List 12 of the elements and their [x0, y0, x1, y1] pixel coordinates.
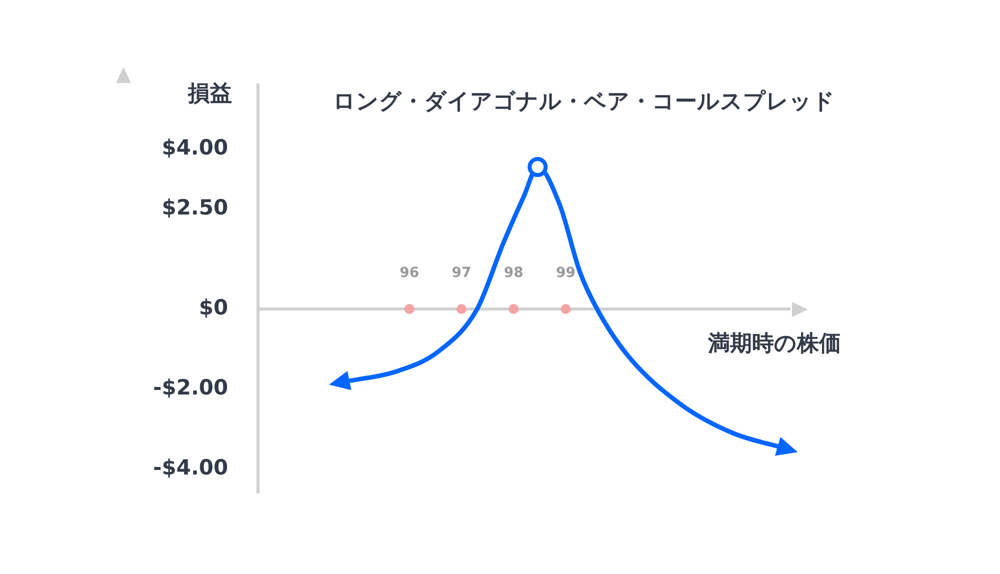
x-tick-label: 99	[556, 265, 576, 282]
y-tick-label: $0	[198, 295, 228, 320]
y-tick-label: -$4.00	[153, 455, 228, 480]
y-tick-label: -$2.00	[153, 375, 228, 400]
y-tick-label: $2.50	[162, 195, 228, 220]
y-tick-label: $4.00	[162, 135, 228, 160]
y-axis-title: 損益	[187, 82, 232, 107]
x-axis-title: 満期時の株価	[707, 332, 841, 357]
chart-title: ロング・ダイアゴナル・ベア・コールスプレッド	[333, 90, 835, 115]
x-tick-label: 97	[452, 265, 472, 282]
x-tick-label: 96	[400, 265, 420, 282]
x-tick-label: 98	[504, 265, 524, 282]
